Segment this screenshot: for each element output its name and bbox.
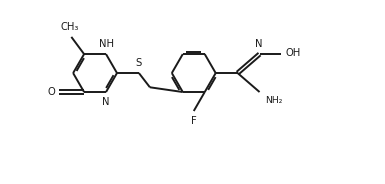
Text: CH₃: CH₃ (61, 22, 79, 32)
Text: N: N (102, 97, 109, 107)
Text: OH: OH (286, 49, 301, 59)
Text: O: O (47, 87, 55, 97)
Text: NH: NH (99, 39, 114, 49)
Text: S: S (136, 58, 142, 68)
Text: F: F (191, 116, 197, 126)
Text: N: N (255, 39, 263, 49)
Text: NH₂: NH₂ (265, 95, 282, 105)
